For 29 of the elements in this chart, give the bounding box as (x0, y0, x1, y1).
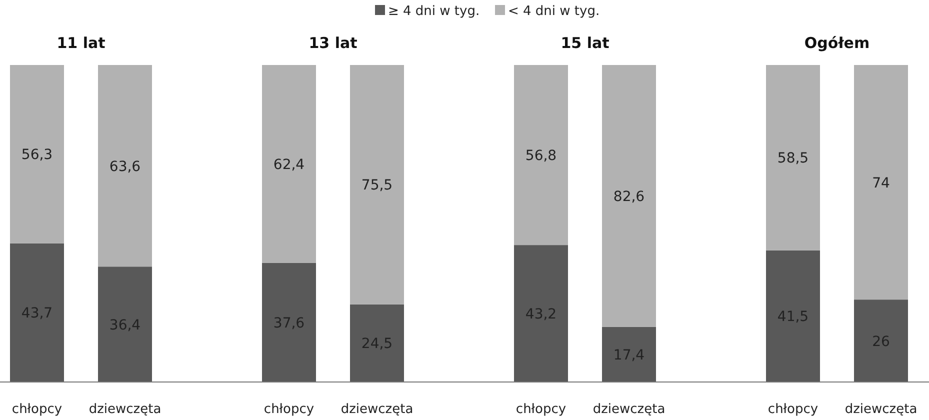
data-label: 43,2 (525, 306, 557, 323)
data-label: 75,5 (361, 178, 393, 194)
text: 11 lat (56, 34, 106, 52)
x-tick-label: dziewczęta (88, 402, 162, 417)
x-tick-label: chłopcy (264, 402, 314, 417)
data-label: 24,5 (361, 336, 393, 352)
data-label: 36,4 (109, 317, 141, 334)
x-tick-label: dziewczęta (592, 402, 666, 417)
data-label: 41,5 (777, 309, 809, 326)
text: Ogółem (804, 34, 870, 52)
data-label: 82,6 (613, 188, 645, 205)
data-label: 74 (872, 175, 890, 192)
data-label: 63,6 (109, 158, 141, 175)
text: 15 lat (560, 34, 610, 52)
data-label: 58,5 (777, 150, 809, 167)
x-tick-label: chłopcy (516, 402, 566, 417)
x-tick-label: dziewczęta (340, 402, 414, 417)
x-tick-label: chłopcy (768, 402, 818, 417)
legend-label: < 4 dni w tyg. (508, 4, 600, 19)
x-tick-label: dziewczęta (844, 402, 918, 417)
data-label: 17,4 (613, 347, 645, 364)
text: 13 lat (308, 34, 358, 52)
data-label: 37,6 (273, 315, 305, 332)
data-label: 43,7 (21, 306, 53, 322)
data-label: 62,4 (273, 156, 305, 173)
data-label: 56,8 (525, 148, 557, 164)
data-label: 56,3 (21, 147, 53, 164)
x-tick-label: chłopcy (12, 402, 62, 417)
legend-label: ≥ 4 dni w tyg. (388, 4, 480, 19)
